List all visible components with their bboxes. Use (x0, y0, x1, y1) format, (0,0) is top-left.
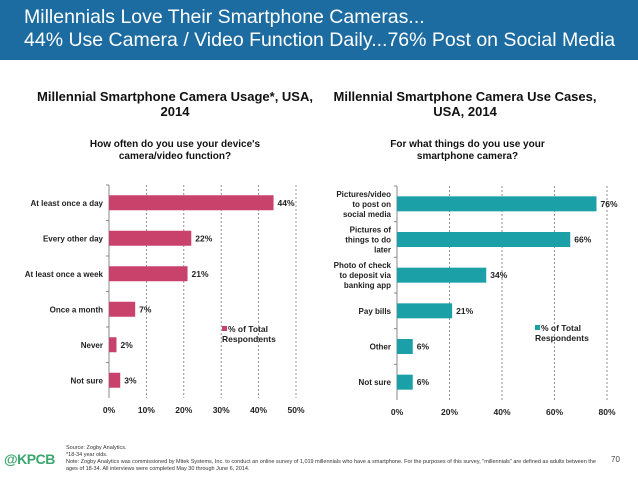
footer-note2: Note: Zogby Analytics was commissioned b… (66, 459, 596, 472)
right-legend-swatch (535, 325, 540, 330)
right-data-label: 6% (417, 342, 430, 352)
right-category-label: Photo of check (334, 261, 392, 270)
left-bar (109, 337, 117, 353)
left-data-label: 22% (195, 233, 212, 243)
left-x-tick-label: 50% (287, 405, 304, 415)
left-bar (109, 230, 192, 246)
right-chart-question: For what things do you use your smartpho… (390, 139, 545, 162)
right-data-label: 6% (417, 377, 430, 387)
left-category-label: Once a month (50, 305, 103, 314)
right-x-tick-label: 60% (546, 407, 563, 417)
right-x-tick-label: 20% (441, 407, 458, 417)
left-x-tick-label: 30% (213, 405, 230, 415)
right-x-tick-label: 40% (493, 407, 510, 417)
left-x-tick-label: 10% (138, 405, 155, 415)
left-bar (109, 372, 121, 388)
right-category-label: social media (343, 210, 392, 219)
left-data-label: 7% (139, 304, 152, 314)
right-bar (397, 232, 571, 247)
left-category-label: At least once a week (25, 270, 104, 279)
right-chart-title: Millennial Smartphone Camera Use Cases, … (333, 89, 597, 119)
right-category-label: to post on (352, 200, 391, 209)
footer-note1: *18-34 year olds. (66, 452, 108, 458)
left-data-label: 2% (120, 340, 133, 350)
right-data-label: 76% (601, 199, 618, 209)
left-bar (109, 266, 188, 282)
left-x-tick-label: 0% (103, 405, 116, 415)
right-category-label: Not sure (359, 378, 392, 387)
left-category-label: Every other day (43, 234, 104, 243)
right-category-label: banking app (344, 281, 391, 290)
right-bar (397, 339, 413, 354)
left-legend-swatch (222, 326, 227, 331)
left-chart-title: Millennial Smartphone Camera Usage*, USA… (37, 89, 313, 119)
right-bar (397, 196, 597, 212)
right-category-label: later (374, 246, 391, 255)
left-category-label: Never (81, 341, 103, 350)
kpcb-logo: @KPCB (4, 451, 55, 467)
right-category-label: Pictures of (350, 226, 392, 235)
left-data-label: 44% (278, 198, 295, 208)
title-line-2: 44% Use Camera / Video Function Daily...… (24, 29, 616, 51)
right-x-tick-label: 0% (391, 407, 404, 417)
right-category-label: to deposit via (339, 271, 391, 280)
right-data-label: 66% (574, 235, 591, 245)
right-data-label: 34% (490, 270, 507, 280)
right-legend-label: % of Total (541, 323, 581, 333)
header: Millennials Love Their Smartphone Camera… (0, 0, 638, 60)
right-category-label: Pictures/video (336, 190, 391, 199)
left-chart-question: How often do you use your device's camer… (89, 139, 261, 162)
right-legend-label: Respondents (535, 333, 589, 343)
right-bar (397, 374, 413, 390)
right-category-label: things to do (345, 236, 391, 245)
title-line-1: Millennials Love Their Smartphone Camera… (24, 6, 425, 28)
right-category-label: Pay bills (359, 307, 392, 316)
right-bar (397, 303, 453, 319)
right-data-label: 21% (456, 306, 473, 316)
left-legend-label: Respondents (222, 334, 276, 344)
right-x-tick-label: 80% (598, 407, 615, 417)
page-number: 70 (611, 455, 620, 464)
left-bar (109, 301, 136, 317)
left-data-label: 21% (192, 269, 209, 279)
left-category-label: At least once a day (31, 199, 104, 208)
right-bar (397, 267, 487, 283)
left-bar (109, 195, 274, 211)
left-x-tick-label: 40% (250, 405, 267, 415)
left-x-tick-label: 20% (175, 405, 192, 415)
right-category-label: Other (370, 343, 391, 352)
footer-notes: Source: Zogby Analytics. *18-34 year old… (66, 445, 602, 473)
left-legend-label: % of Total (228, 324, 268, 334)
footer-source: Source: Zogby Analytics. (66, 445, 127, 451)
left-category-label: Not sure (71, 376, 104, 385)
left-data-label: 3% (124, 375, 137, 385)
